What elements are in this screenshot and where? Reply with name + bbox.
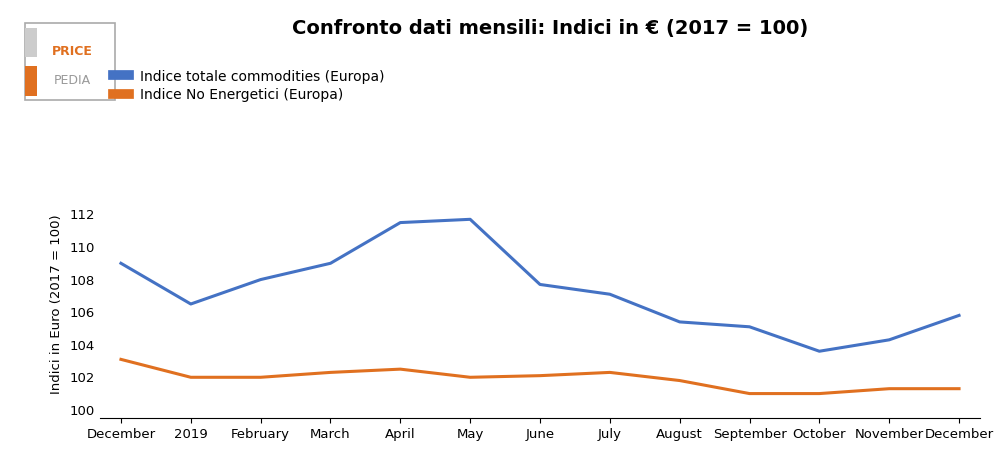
Text: Confronto dati mensili: Indici in € (2017 = 100): Confronto dati mensili: Indici in € (201… <box>292 19 808 38</box>
Y-axis label: Indici in Euro (2017 = 100): Indici in Euro (2017 = 100) <box>50 214 63 394</box>
FancyBboxPatch shape <box>25 28 37 57</box>
FancyBboxPatch shape <box>25 66 37 96</box>
Legend: Indice totale commodities (Europa), Indice No Energetici (Europa): Indice totale commodities (Europa), Indi… <box>107 64 390 107</box>
Text: PRICE: PRICE <box>52 45 92 58</box>
Text: PEDIA: PEDIA <box>53 74 91 87</box>
FancyBboxPatch shape <box>25 23 115 100</box>
